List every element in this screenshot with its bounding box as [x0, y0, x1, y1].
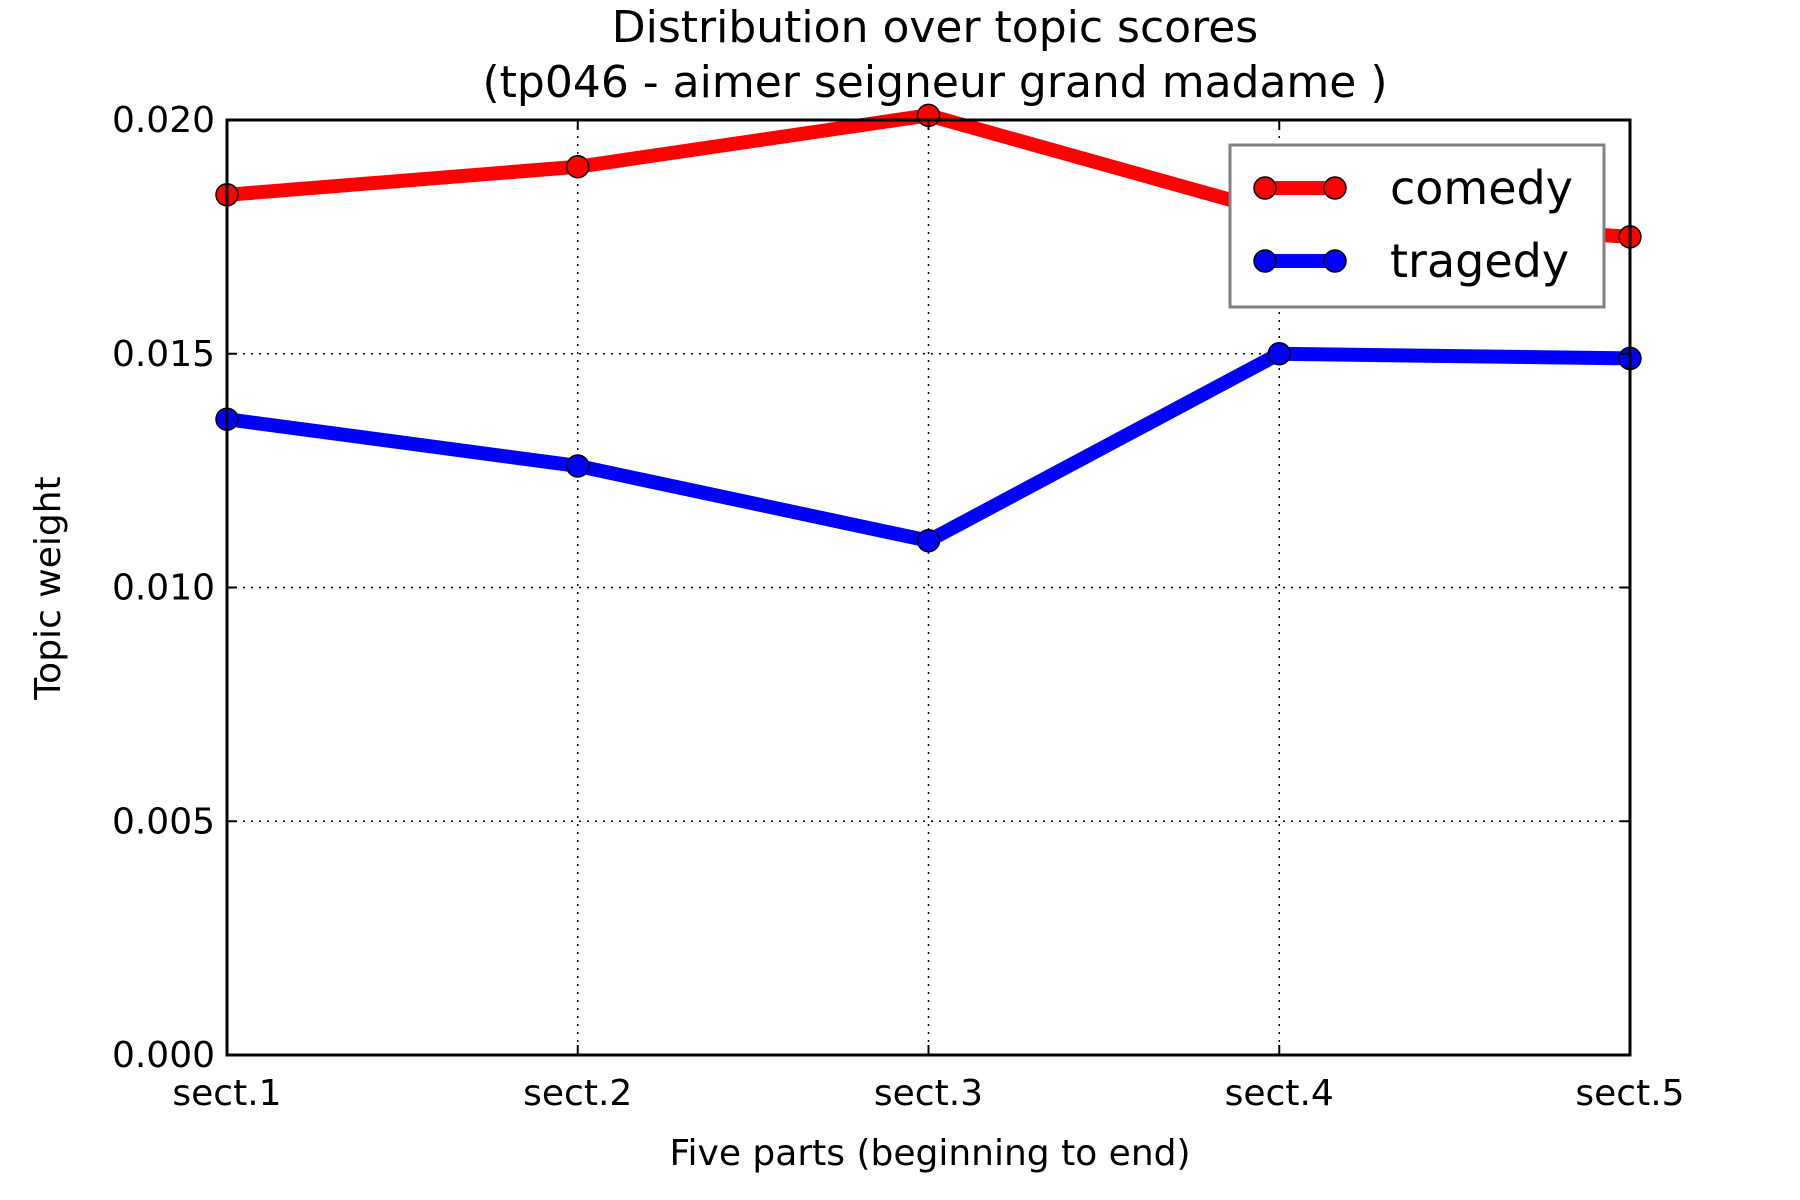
y-axis-ticks: 0.000 0.005 0.010 0.015 0.020 [112, 100, 1630, 1076]
legend-tragedy-marker [1253, 249, 1277, 273]
x-tick-label: sect.2 [523, 1073, 632, 1114]
x-tick-label: sect.3 [874, 1073, 983, 1114]
y-tick-label: 0.000 [112, 1035, 215, 1076]
x-tick-label: sect.4 [1225, 1073, 1334, 1114]
legend-tragedy-label: tragedy [1390, 234, 1569, 288]
legend-comedy-marker [1323, 176, 1347, 200]
x-tick-label: sect.1 [172, 1073, 281, 1114]
legend-comedy-label: comedy [1390, 161, 1573, 215]
legend-comedy-marker [1253, 176, 1277, 200]
x-tick-label: sect.5 [1575, 1073, 1684, 1114]
y-tick-label: 0.020 [112, 100, 215, 141]
chart-subtitle: (tp046 - aimer seigneur grand madame ) [482, 57, 1387, 108]
legend-tragedy-marker [1323, 249, 1347, 273]
chart-title: Distribution over topic scores [612, 2, 1258, 53]
y-tick-label: 0.015 [112, 334, 215, 375]
legend-box [1228, 143, 1606, 309]
tragedy-point [566, 454, 590, 478]
y-axis-label: Topic weight [28, 476, 69, 700]
y-tick-label: 0.010 [112, 568, 215, 609]
y-tick-label: 0.005 [112, 801, 215, 842]
tragedy-point [916, 529, 941, 553]
tragedy-point [1267, 342, 1291, 366]
x-axis-ticks: sect.1 sect.2 sect.3 sect.4 sect.5 [172, 120, 1685, 1114]
legend: comedy tragedy [1228, 143, 1606, 309]
x-axis-label: Five parts (beginning to end) [669, 1133, 1190, 1174]
comedy-point [566, 155, 590, 179]
